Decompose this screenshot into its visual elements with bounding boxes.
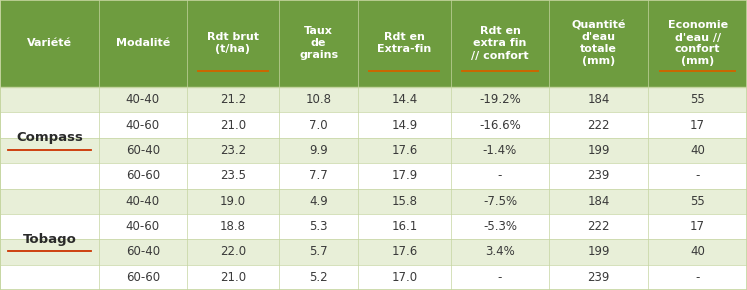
Text: 184: 184 xyxy=(588,93,610,106)
Text: -: - xyxy=(498,271,502,284)
Text: 17.6: 17.6 xyxy=(391,144,418,157)
Text: 40: 40 xyxy=(690,245,705,258)
Text: 17.9: 17.9 xyxy=(391,169,418,182)
Text: 19.0: 19.0 xyxy=(220,195,246,208)
Text: 21.0: 21.0 xyxy=(220,119,246,132)
Bar xyxy=(0,188,747,214)
Bar xyxy=(0,87,747,113)
Bar xyxy=(0,214,747,239)
Text: 7.7: 7.7 xyxy=(309,169,328,182)
Text: 3.4%: 3.4% xyxy=(485,245,515,258)
Text: 55: 55 xyxy=(690,195,705,208)
Text: Rdt brut
(t/ha): Rdt brut (t/ha) xyxy=(207,32,258,55)
Text: Compass: Compass xyxy=(16,131,83,144)
Text: 21.0: 21.0 xyxy=(220,271,246,284)
Text: Taux
de
grains: Taux de grains xyxy=(299,26,338,61)
Text: -5.3%: -5.3% xyxy=(483,220,517,233)
Text: 239: 239 xyxy=(588,169,610,182)
Text: 23.5: 23.5 xyxy=(220,169,246,182)
Text: 55: 55 xyxy=(690,93,705,106)
Text: 40-60: 40-60 xyxy=(125,119,160,132)
Bar xyxy=(0,264,747,290)
Text: Economie
d'eau //
confort
(mm): Economie d'eau // confort (mm) xyxy=(668,21,728,66)
Text: 18.8: 18.8 xyxy=(220,220,246,233)
Text: 16.1: 16.1 xyxy=(391,220,418,233)
Text: 40-60: 40-60 xyxy=(125,220,160,233)
Text: 23.2: 23.2 xyxy=(220,144,246,157)
Bar xyxy=(0,163,747,188)
Text: 5.7: 5.7 xyxy=(309,245,328,258)
Text: Tobago: Tobago xyxy=(22,233,76,246)
Text: 199: 199 xyxy=(588,144,610,157)
Bar xyxy=(0,0,747,87)
Text: -: - xyxy=(695,271,700,284)
Text: -16.6%: -16.6% xyxy=(479,119,521,132)
Text: 22.0: 22.0 xyxy=(220,245,246,258)
Text: 239: 239 xyxy=(588,271,610,284)
Text: 17: 17 xyxy=(690,220,705,233)
Text: 17.0: 17.0 xyxy=(391,271,418,284)
Text: -1.4%: -1.4% xyxy=(483,144,517,157)
Text: -: - xyxy=(498,169,502,182)
Text: Quantité
d'eau
totale
(mm): Quantité d'eau totale (mm) xyxy=(571,21,626,66)
Text: 60-60: 60-60 xyxy=(125,271,160,284)
Text: 10.8: 10.8 xyxy=(306,93,332,106)
Text: Modalité: Modalité xyxy=(116,39,170,48)
Text: 199: 199 xyxy=(588,245,610,258)
Text: 222: 222 xyxy=(588,220,610,233)
Text: 60-40: 60-40 xyxy=(125,144,160,157)
Text: Rdt en
Extra-fin: Rdt en Extra-fin xyxy=(377,32,432,55)
Text: 7.0: 7.0 xyxy=(309,119,328,132)
Text: 17: 17 xyxy=(690,119,705,132)
Text: 17.6: 17.6 xyxy=(391,245,418,258)
Text: 222: 222 xyxy=(588,119,610,132)
Text: 4.9: 4.9 xyxy=(309,195,328,208)
Bar xyxy=(0,113,747,138)
Text: 40-40: 40-40 xyxy=(125,93,160,106)
Bar xyxy=(0,138,747,163)
Text: 184: 184 xyxy=(588,195,610,208)
Text: Variété: Variété xyxy=(27,39,72,48)
Text: 9.9: 9.9 xyxy=(309,144,328,157)
Bar xyxy=(0,239,747,264)
Text: -7.5%: -7.5% xyxy=(483,195,517,208)
Text: 21.2: 21.2 xyxy=(220,93,246,106)
Text: 15.8: 15.8 xyxy=(391,195,418,208)
Text: 5.3: 5.3 xyxy=(309,220,328,233)
Text: 60-40: 60-40 xyxy=(125,245,160,258)
Text: -: - xyxy=(695,169,700,182)
Text: 5.2: 5.2 xyxy=(309,271,328,284)
Text: 40-40: 40-40 xyxy=(125,195,160,208)
Text: 60-60: 60-60 xyxy=(125,169,160,182)
Text: 14.4: 14.4 xyxy=(391,93,418,106)
Text: 14.9: 14.9 xyxy=(391,119,418,132)
Text: Rdt en
extra fin
// confort: Rdt en extra fin // confort xyxy=(471,26,529,61)
Text: 40: 40 xyxy=(690,144,705,157)
Text: -19.2%: -19.2% xyxy=(479,93,521,106)
